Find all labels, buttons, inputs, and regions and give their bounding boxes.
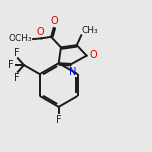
Text: F: F — [56, 115, 62, 125]
Text: OCH₃: OCH₃ — [8, 34, 32, 43]
Text: N: N — [69, 67, 76, 77]
Text: F: F — [14, 48, 20, 58]
Text: CH₃: CH₃ — [82, 26, 98, 35]
Text: O: O — [37, 27, 44, 37]
Text: F: F — [8, 60, 14, 70]
Text: O: O — [89, 50, 97, 60]
Text: F: F — [14, 73, 20, 83]
Text: O: O — [50, 16, 58, 26]
